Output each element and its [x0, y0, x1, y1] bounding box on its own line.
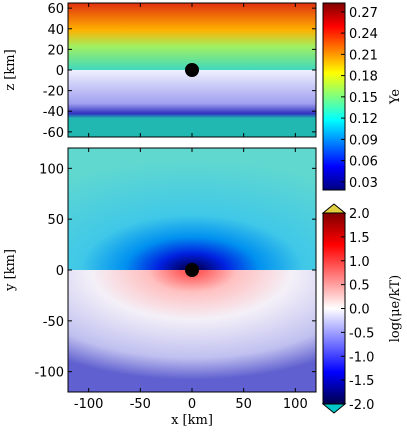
colorbar-tick-label: 1.5 [349, 231, 370, 246]
y-tick-label: 60 [47, 2, 64, 17]
colorbar-tick-label: 1.0 [349, 255, 370, 270]
colorbar-tick-label: -1.5 [349, 374, 374, 389]
colorbar-label: Ye [388, 89, 403, 105]
x-tick-label: 0 [188, 397, 196, 412]
colorbar-tick-label: 0.03 [349, 176, 378, 191]
y-tick-label: 0 [56, 264, 64, 279]
x-tick-label: -100 [74, 397, 104, 412]
x-tick-label: -50 [130, 397, 151, 412]
colorbar-tick-label: 0.5 [349, 279, 370, 294]
black-hole [185, 263, 199, 277]
colorbar-tick-label: -2.0 [349, 398, 374, 413]
x-tick-label: 100 [283, 397, 308, 412]
colorbar-tick-label: 0.21 [349, 48, 378, 63]
colorbar-under [321, 403, 347, 414]
y-tick-label: 0 [56, 64, 64, 79]
field-lower [68, 270, 316, 392]
y-tick-label: -20 [43, 85, 64, 100]
colorbar-tick-label: 2.0 [349, 207, 370, 222]
colorbar-tick-label: -0.5 [349, 326, 374, 341]
colorbar-label: log(μe/kT) [388, 275, 403, 343]
y-tick-label: -40 [43, 105, 64, 120]
colorbar-tick-label: 0.09 [349, 133, 378, 148]
y-tick-label: 40 [47, 23, 64, 38]
y-axis-label: y [km] [3, 249, 18, 292]
colorbar-tick-label: 0.27 [349, 6, 378, 21]
y-tick-label: -60 [43, 126, 64, 141]
y-tick-label: -50 [43, 315, 64, 330]
black-hole [185, 63, 199, 77]
x-axis-label: x [km] [171, 413, 213, 428]
field-upper [68, 148, 316, 270]
field-upper [68, 3, 316, 70]
colorbar-tick-label: 0.15 [349, 91, 378, 106]
y-tick-label: -100 [34, 366, 64, 381]
y-tick-label: 100 [39, 162, 64, 177]
field-lower [68, 70, 316, 137]
colorbar-tick-label: 0.18 [349, 70, 378, 85]
x-tick-label: 50 [235, 397, 252, 412]
colorbar-tick-label: 0.24 [349, 27, 378, 42]
colorbar-tick-label: 0.0 [349, 303, 370, 318]
y-tick-label: 20 [47, 43, 64, 58]
colorbar-over [321, 203, 347, 214]
colorbar-tick-label: -1.0 [349, 350, 374, 365]
colorbar-tick-label: 0.12 [349, 112, 378, 127]
colorbar-tick-label: 0.06 [349, 155, 378, 170]
y-tick-label: 50 [47, 213, 64, 228]
y-axis-label: z [km] [3, 49, 18, 90]
